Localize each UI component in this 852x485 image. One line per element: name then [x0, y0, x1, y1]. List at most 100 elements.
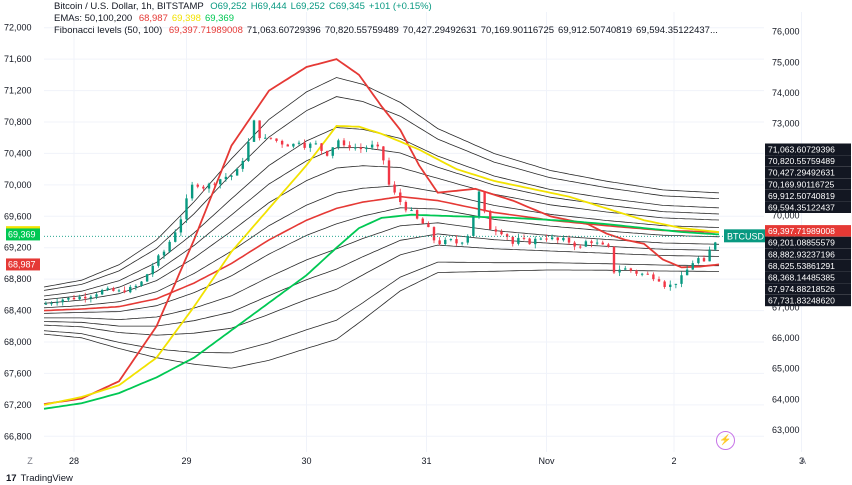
candle-body — [590, 241, 593, 244]
candle-body — [489, 211, 492, 230]
candle-body — [292, 143, 295, 147]
fib-band-line — [43, 207, 720, 314]
candle-body — [601, 242, 604, 245]
candle-body — [179, 219, 183, 233]
legend-ema-value: 68,987 — [138, 13, 168, 24]
fib-level-text: 68,368.14485385 — [768, 273, 835, 283]
lightning-icon[interactable]: ⚡ — [716, 431, 735, 450]
candle-body — [438, 240, 441, 245]
candle-body — [477, 191, 481, 217]
candle-body — [545, 238, 548, 240]
candle-body — [55, 302, 59, 304]
candle-body — [44, 303, 48, 305]
legend-ohlc-h: H69,444 — [250, 1, 287, 12]
candle-body — [269, 137, 273, 139]
y-right-tick-label: 75,000 — [772, 57, 800, 67]
fib-level-text: 70,820.55759489 — [768, 156, 835, 166]
legend-ema-value: 69,398 — [171, 13, 201, 24]
candle-body — [562, 237, 565, 241]
candle-body — [500, 231, 503, 235]
y-left-tick-label: 66,800 — [4, 431, 32, 441]
fib-level-tag — [765, 283, 851, 295]
ema-line — [43, 124, 720, 406]
legend-fib-value: 70,427.29492631 — [402, 25, 477, 36]
y-left-tick-label: 70,000 — [4, 180, 32, 190]
candle-body — [607, 244, 610, 247]
y-left-tick-label: 69,600 — [4, 211, 32, 221]
candle-body — [595, 242, 599, 244]
candle-body — [190, 184, 194, 199]
legend-emas-values: 68,987 69,398 69,369 — [135, 13, 234, 24]
y-left-tick-label: 67,600 — [4, 368, 32, 378]
candle-body — [449, 239, 453, 241]
candle-body — [185, 198, 188, 220]
candle-body — [567, 237, 571, 243]
fib-level-tag — [765, 236, 851, 249]
candle-body — [129, 286, 132, 293]
candle-body — [241, 160, 244, 169]
candle-body — [100, 290, 104, 295]
legend-fib-value: 70,820.55759489 — [324, 25, 399, 36]
candle-body — [618, 269, 621, 273]
fib-level-tag — [765, 189, 851, 202]
candle-body — [89, 296, 93, 299]
y-left-tick-label: 68,400 — [4, 306, 32, 316]
fib-level-text: 69,397.71989008 — [768, 226, 835, 236]
ema-axis-tag-text: 69,369 — [8, 229, 36, 239]
candle-body — [342, 140, 346, 146]
candle-body — [280, 140, 284, 145]
candle-body — [50, 303, 53, 305]
candle-body — [714, 242, 717, 250]
ema-axis-tag-text: 68,987 — [8, 259, 36, 269]
candle-body — [460, 242, 464, 244]
legend-fib-value: 69,397.71989008 — [168, 25, 243, 36]
candle-body — [573, 242, 576, 247]
candle-body — [365, 147, 368, 150]
candle-body — [640, 273, 644, 275]
y-right-tick-label: 67,000 — [772, 302, 800, 312]
candle-body — [635, 270, 638, 274]
fib-band-line — [43, 165, 720, 304]
legend-ohlc-l: L69,252 — [290, 1, 325, 12]
ema-axis-tag — [6, 228, 40, 241]
ema-line — [43, 213, 720, 410]
fib-level-text: 70,427.29492631 — [768, 168, 835, 178]
y-right-tick-label: 66,000 — [772, 333, 800, 343]
candle-body — [95, 294, 98, 297]
fib-level-tag — [765, 294, 851, 307]
fib-level-tag — [765, 155, 851, 167]
legend-ohlc-change: +101 (+0.15%) — [368, 1, 432, 12]
fib-level-tag — [765, 201, 851, 213]
fib-level-text: 69,912.50740819 — [768, 191, 835, 201]
fib-level-tag — [765, 166, 851, 179]
candle-body — [337, 140, 340, 148]
legend-fib-values: 69,397.71989008 71,063.60729396 70,820.557… — [165, 25, 718, 36]
candle-body — [376, 144, 379, 147]
candle-body — [67, 297, 70, 300]
candle-body — [162, 251, 166, 256]
candle-body — [196, 184, 199, 187]
candle-body — [612, 246, 616, 273]
fib-band-line — [43, 147, 720, 301]
y-left-tick-label: 71,600 — [4, 54, 32, 64]
fib-level-text: 68,625.53861291 — [768, 261, 835, 271]
candle-body — [157, 255, 160, 266]
legend-fib-value: 71,063.60729396 — [246, 25, 321, 36]
candle-body — [309, 143, 312, 148]
candle-body — [534, 238, 537, 245]
y-left-tick-label: 71,200 — [4, 86, 32, 96]
candle-body — [494, 229, 498, 232]
y-left-tick-label: 70,400 — [4, 148, 32, 158]
candle-body — [117, 290, 121, 292]
candle-body — [680, 275, 683, 284]
candle-body — [286, 144, 289, 147]
tradingview-mark-icon: 17 — [6, 473, 17, 484]
fib-band-line — [43, 261, 719, 354]
candle-body — [472, 216, 475, 236]
candle-body — [427, 223, 430, 228]
candle-body — [151, 265, 154, 275]
candle-body — [657, 279, 661, 282]
x-tick-label: 29 — [181, 456, 191, 466]
candle-body — [252, 120, 256, 142]
